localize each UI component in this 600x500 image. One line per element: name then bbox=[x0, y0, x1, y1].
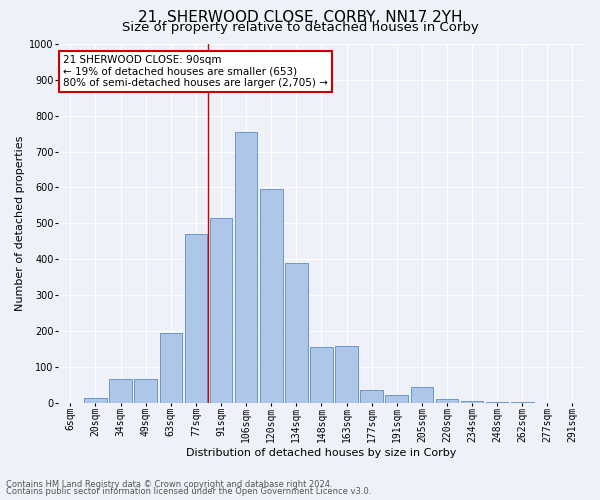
Text: 21, SHERWOOD CLOSE, CORBY, NN17 2YH: 21, SHERWOOD CLOSE, CORBY, NN17 2YH bbox=[138, 10, 462, 25]
Bar bbox=[235, 132, 257, 402]
Text: Contains public sector information licensed under the Open Government Licence v3: Contains public sector information licen… bbox=[6, 488, 371, 496]
Bar bbox=[160, 332, 182, 402]
Bar bbox=[185, 234, 207, 402]
Bar bbox=[285, 262, 308, 402]
Bar bbox=[361, 390, 383, 402]
Bar bbox=[385, 394, 408, 402]
X-axis label: Distribution of detached houses by size in Corby: Distribution of detached houses by size … bbox=[186, 448, 457, 458]
Bar bbox=[210, 218, 232, 402]
Text: Size of property relative to detached houses in Corby: Size of property relative to detached ho… bbox=[122, 21, 478, 34]
Bar bbox=[84, 398, 107, 402]
Text: Contains HM Land Registry data © Crown copyright and database right 2024.: Contains HM Land Registry data © Crown c… bbox=[6, 480, 332, 489]
Bar bbox=[134, 379, 157, 402]
Bar bbox=[109, 379, 132, 402]
Bar bbox=[260, 189, 283, 402]
Y-axis label: Number of detached properties: Number of detached properties bbox=[15, 136, 25, 311]
Text: 21 SHERWOOD CLOSE: 90sqm
← 19% of detached houses are smaller (653)
80% of semi-: 21 SHERWOOD CLOSE: 90sqm ← 19% of detach… bbox=[63, 55, 328, 88]
Bar bbox=[310, 347, 333, 403]
Bar bbox=[410, 387, 433, 402]
Bar bbox=[436, 399, 458, 402]
Bar bbox=[335, 346, 358, 403]
